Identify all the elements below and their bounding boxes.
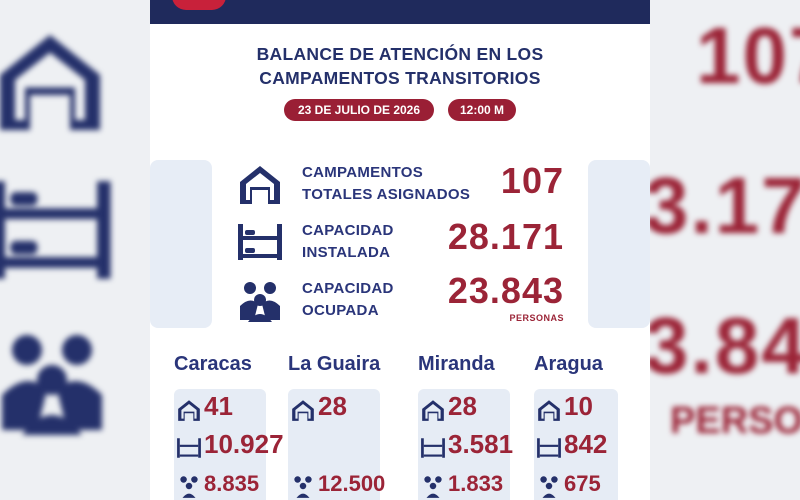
infographic-card: BALANCE DE ATENCIÓN EN LOS CAMPAMENTOS T…: [150, 0, 650, 500]
region-name: Aragua: [534, 353, 603, 375]
stat-value-occupied: 23.843: [447, 270, 564, 311]
side-value-occupied: 3.843: [650, 301, 800, 390]
panel-edge-left: [150, 160, 212, 328]
people-icon: [180, 476, 198, 498]
region-la-guaira: La Guaira 28 12.500: [288, 353, 408, 500]
people-icon: [240, 282, 280, 322]
house-icon: [538, 400, 560, 421]
stat-label-line-1: CAPACIDAD: [302, 280, 394, 297]
stat-label-line-2: TOTALES ASIGNADOS: [302, 186, 471, 203]
stat-label-line-1: CAPACIDAD: [302, 222, 394, 239]
region-caracas: Caracas 41 10.927 8.835: [174, 353, 294, 500]
bunk-bed-icon: [238, 224, 282, 260]
stat-row-occupied: CAPACIDAD OCUPADA 23.843: [150, 270, 650, 330]
region-occupied-value: 1.833: [448, 471, 504, 496]
time-badge: 12:00 M: [448, 99, 516, 121]
personas-label: PERSONAS: [509, 313, 564, 323]
people-icon: [540, 476, 558, 498]
house-icon: [422, 400, 444, 421]
region-occupied-value: 8.835: [204, 471, 260, 496]
side-value-camps: 107: [696, 11, 800, 100]
stat-label-line-1: CAMPAMENTOS: [302, 164, 424, 181]
region-camps-value: 41: [204, 391, 233, 421]
side-value-capacity: 3.171: [650, 161, 800, 250]
region-occupied-value: 12.500: [318, 471, 386, 496]
region-camps-value: 28: [448, 391, 477, 421]
bunk-bed-icon: [537, 438, 561, 458]
house-icon: [178, 400, 200, 421]
stat-row-capacity: CAPACIDAD INSTALADA 28.171: [150, 216, 650, 272]
region-capacity-value: 3.581: [448, 429, 514, 459]
stat-label-camps: CAMPAMENTOS TOTALES ASIGNADOS: [302, 162, 470, 206]
bunk-bed-icon: [177, 438, 201, 458]
stat-label-line-2: INSTALADA: [302, 244, 391, 261]
people-icon: [424, 476, 442, 498]
title-line-2: CAMPAMENTOS TRANSITORIOS: [259, 68, 541, 88]
bunk-bed-icon: [0, 181, 111, 279]
region-capacity-value: 10.927: [204, 429, 284, 459]
region-camps-value: 10: [564, 391, 593, 421]
stat-row-camps: CAMPAMENTOS TOTALES ASIGNADOS 107: [150, 158, 650, 214]
house-icon: [240, 166, 280, 204]
right-blurred-background: 107 3.171 3.843 PERSONA: [650, 0, 800, 500]
page-title: BALANCE DE ATENCIÓN EN LOS CAMPAMENTOS T…: [150, 42, 650, 90]
region-capacity-value: 842: [564, 429, 608, 459]
people-icon: [2, 335, 102, 435]
region-name: Miranda: [418, 353, 495, 375]
house-icon: [0, 35, 100, 130]
stat-label-occupied: CAPACIDAD OCUPADA: [302, 278, 394, 322]
region-occupied-value: 675: [564, 471, 601, 496]
panel-edge-right: [588, 160, 650, 328]
region-miranda: Miranda 28 3.581 1.833: [418, 353, 538, 500]
stat-label-capacity: CAPACIDAD INSTALADA: [302, 220, 394, 264]
header-logo: [172, 0, 226, 10]
side-personas: PERSONA: [670, 400, 800, 442]
stat-value-camps: 107: [500, 160, 564, 201]
stat-label-line-2: OCUPADA: [302, 302, 379, 319]
date-badge: 23 DE JULIO DE 2026: [284, 99, 434, 121]
stat-value-capacity: 28.171: [447, 216, 564, 257]
people-icon: [294, 476, 312, 498]
left-blurred-background: [0, 0, 150, 500]
region-name: Caracas: [174, 353, 252, 375]
region-name: La Guaira: [288, 353, 381, 375]
region-camps-value: 28: [318, 391, 347, 421]
house-icon: [292, 400, 314, 421]
region-aragua: Aragua 10 842 675: [534, 353, 650, 500]
header-bar: [150, 0, 650, 24]
bunk-bed-icon: [421, 438, 445, 458]
title-line-1: BALANCE DE ATENCIÓN EN LOS: [256, 44, 544, 64]
